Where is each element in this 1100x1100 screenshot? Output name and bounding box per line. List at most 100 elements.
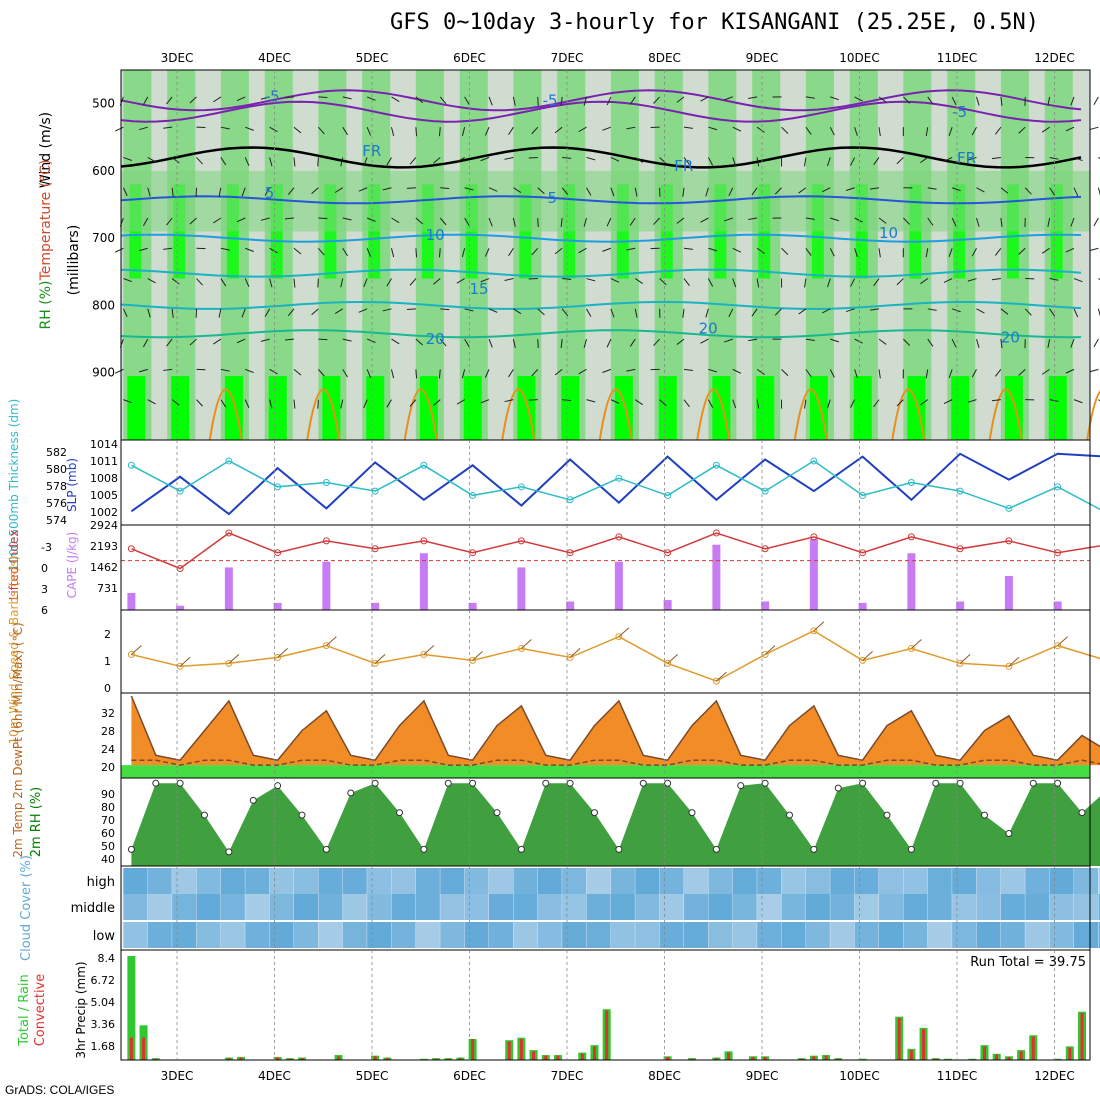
cape-bar	[322, 561, 331, 610]
wind-barb	[382, 187, 392, 191]
slp-tick: 1011	[90, 455, 118, 468]
wind-barb	[976, 338, 980, 348]
wind-barb	[732, 278, 737, 288]
wind-barb	[1049, 308, 1056, 317]
wind-barb	[562, 399, 572, 402]
wind-barb	[122, 308, 128, 318]
temp-base-fill	[121, 765, 1090, 778]
wind-barb	[781, 369, 789, 377]
wind-barb	[602, 126, 612, 131]
wind-barb	[317, 157, 319, 167]
wind-barb	[976, 217, 980, 227]
footer-credit: GrADS: COLA/IGES	[5, 1083, 115, 1097]
thickness-tick: 580	[46, 463, 67, 476]
wind-tick: 2	[104, 628, 111, 641]
wind-barb	[409, 278, 417, 286]
wind-barb	[1018, 247, 1026, 255]
wind-speed-marker	[907, 645, 915, 653]
rh2m-marker	[859, 779, 867, 787]
wind-barb	[562, 156, 572, 159]
cloud-cell	[708, 868, 733, 894]
cloud-cell	[294, 868, 318, 894]
cloud-cell	[854, 922, 879, 948]
wind-barb	[284, 96, 295, 99]
wind-barb	[951, 187, 961, 192]
cloud-cell	[684, 894, 708, 920]
wind-barb	[464, 217, 470, 226]
wind-barb	[751, 308, 758, 317]
precip-conv-bar	[227, 1058, 231, 1060]
wind-tick: 0	[104, 682, 111, 695]
wind-barb-10m	[569, 648, 581, 658]
cloud-cell	[196, 894, 221, 920]
precip-tick: 3.36	[91, 1018, 116, 1031]
contour-label: 5	[265, 184, 275, 202]
wind-barb	[163, 247, 173, 250]
wind-barb	[854, 127, 858, 136]
wind-barb	[123, 156, 133, 161]
wind-barb	[115, 126, 124, 132]
rh2m-tick: 40	[101, 853, 115, 866]
wind-barb	[166, 96, 173, 105]
wind-barb-10m	[277, 648, 288, 658]
cloud-cell	[220, 922, 245, 948]
wind-barb	[264, 187, 271, 196]
wind-barb	[415, 217, 424, 225]
thickness-marker	[712, 461, 720, 469]
precip-conv-bar	[836, 1058, 840, 1060]
temp-contour	[120, 329, 1082, 339]
rh2m-marker	[664, 779, 672, 787]
wind-barb	[213, 338, 222, 345]
cloud-cell	[147, 894, 172, 920]
wind-speed-marker	[517, 645, 525, 653]
cape-bar	[956, 601, 965, 610]
ylabel-cloud: Cloud Cover (%)	[19, 855, 34, 961]
precip-conv-bar	[276, 1057, 280, 1060]
wind-barb	[927, 338, 934, 347]
wind-barb	[456, 278, 465, 284]
wind-barb	[537, 187, 545, 195]
wind-barb	[508, 369, 514, 378]
wind-barb	[560, 339, 563, 349]
cloud-cell	[318, 922, 343, 948]
ylabel-slp: SLP (mb)	[65, 458, 79, 512]
precip-conv-bar	[666, 1056, 670, 1060]
wind-tick: 1	[104, 655, 111, 668]
cloud-cell	[245, 868, 270, 894]
cloud-cell	[659, 894, 684, 920]
precip-tick: 5.04	[91, 996, 116, 1009]
wind-barb	[138, 368, 148, 373]
boundary-layer-contour	[306, 388, 341, 441]
wind-barb	[269, 126, 278, 133]
wind-barb	[683, 278, 690, 286]
cloud-cell	[586, 922, 611, 948]
wind-barb	[311, 187, 319, 195]
wind-barb	[707, 157, 714, 166]
wind-barb	[415, 248, 418, 258]
contour-label: FR	[674, 157, 693, 175]
cloud-cell	[172, 868, 197, 894]
boundary-layer-contour	[1086, 390, 1100, 441]
cloud-cell	[440, 894, 465, 920]
wind-barb	[318, 338, 328, 341]
wind-barb	[951, 338, 957, 348]
wind-barb	[700, 96, 709, 102]
cloud-cell	[1074, 894, 1098, 920]
wind-barb	[626, 368, 636, 372]
cloud-cell	[684, 922, 708, 948]
precip-conv-bar	[434, 1058, 438, 1060]
wind-barb	[342, 126, 348, 136]
cloud-cell	[415, 922, 440, 948]
cloud-cell	[269, 894, 294, 920]
wind-barb	[366, 126, 372, 136]
wind-barb	[586, 278, 596, 282]
wind-barb	[440, 308, 450, 311]
cloud-cell	[562, 894, 587, 920]
date-label-top: 9DEC	[746, 51, 779, 65]
wind-speed-marker	[664, 659, 672, 667]
rh2m-marker	[956, 779, 964, 787]
wind-barb	[484, 248, 490, 257]
cloud-cell	[391, 922, 416, 948]
rh-lowlevel	[171, 376, 190, 440]
